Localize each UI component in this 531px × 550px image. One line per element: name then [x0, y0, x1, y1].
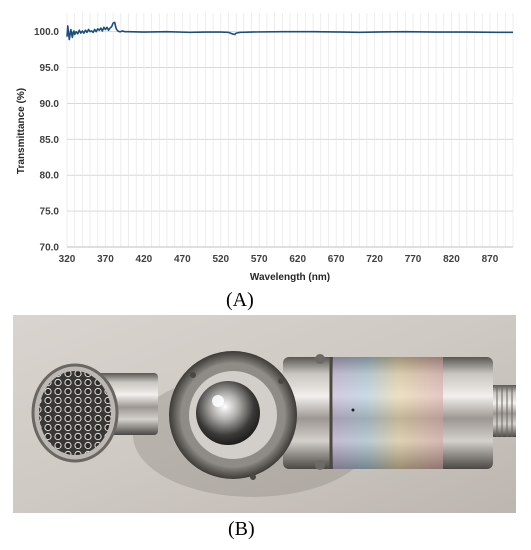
- y-tick-label: 70.0: [40, 243, 60, 254]
- panel-label-b: (B): [228, 518, 255, 540]
- grid-lines: [66, 13, 514, 248]
- y-axis-label: Transmittance (%): [16, 88, 27, 174]
- transmittance-chart: 70.0 75.0 80.0 85.0 90.0 95.0 100.0 320 370 420 4…: [16, 13, 514, 283]
- y-tick-label: 95.0: [40, 63, 60, 74]
- y-tick-label: 85.0: [40, 135, 60, 146]
- x-axis-label: Wavelength (nm): [250, 272, 330, 283]
- transmittance-series-line: [66, 21, 513, 41]
- x-tick-label: 620: [289, 254, 306, 265]
- y-tick-label: 90.0: [40, 99, 60, 110]
- y-tick-labels: 70.0 75.0 80.0 85.0 90.0 95.0 100.0: [34, 27, 59, 253]
- x-tick-label: 770: [405, 254, 422, 265]
- x-tick-label: 820: [443, 254, 460, 265]
- x-tick-labels: 320 370 420 470 520 570 620 670 720 770 820 870: [59, 254, 499, 265]
- y-tick-label: 100.0: [34, 27, 59, 38]
- x-tick-label: 370: [97, 254, 114, 265]
- x-tick-label: 470: [174, 254, 191, 265]
- x-tick-label: 570: [251, 254, 268, 265]
- y-tick-label: 80.0: [40, 171, 60, 182]
- x-tick-label: 520: [212, 254, 229, 265]
- x-tick-label: 670: [328, 254, 345, 265]
- x-tick-label: 320: [59, 254, 76, 265]
- x-tick-label: 870: [482, 254, 499, 265]
- x-tick-label: 420: [136, 254, 153, 265]
- panel-label-a: (A): [226, 289, 254, 311]
- probe-photo: [13, 315, 516, 513]
- y-tick-label: 75.0: [40, 207, 60, 218]
- x-tick-label: 720: [366, 254, 383, 265]
